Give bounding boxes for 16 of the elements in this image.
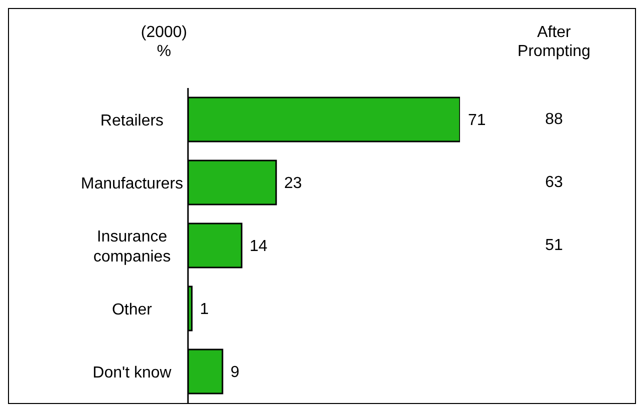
- y-tick-label: Retailers: [100, 112, 164, 130]
- y-tick-label: Insurance companies: [93, 228, 171, 266]
- data-label: 14: [250, 238, 268, 256]
- data-label: 23: [284, 175, 302, 192]
- chart-title: (2000): [140, 23, 188, 42]
- y-tick-label: Don't know: [92, 364, 172, 382]
- text: After Prompting: [516, 23, 592, 61]
- y-tick-label: Other: [112, 302, 153, 318]
- text: 51: [544, 236, 564, 256]
- text: 88: [544, 110, 564, 130]
- data-label: 1: [200, 301, 209, 318]
- y-tick-label: Manufacturers: [80, 176, 184, 192]
- data-label: 9: [230, 364, 240, 382]
- data-label: 71: [468, 112, 486, 130]
- text: 63: [544, 172, 564, 192]
- chart-subtitle: %: [156, 42, 172, 61]
